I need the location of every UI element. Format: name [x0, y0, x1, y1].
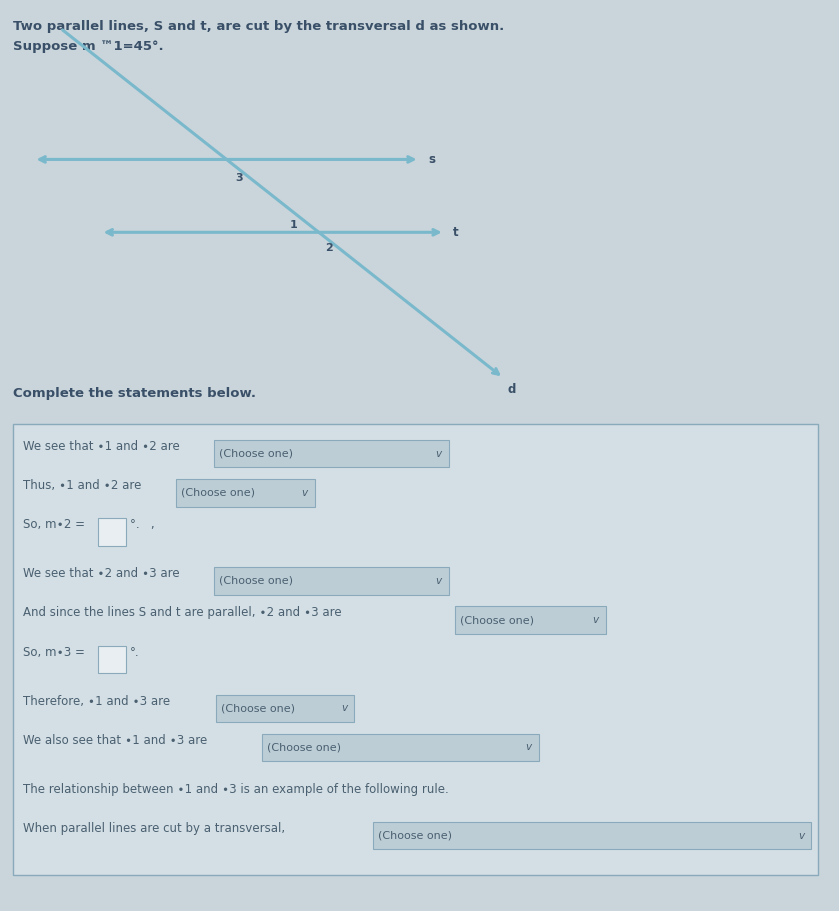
Text: v: v: [525, 742, 532, 752]
FancyBboxPatch shape: [176, 479, 315, 507]
FancyBboxPatch shape: [373, 822, 811, 849]
Text: (Choose one): (Choose one): [267, 742, 341, 752]
Text: (Choose one): (Choose one): [219, 576, 293, 586]
Text: Suppose m ™1=45°.: Suppose m ™1=45°.: [13, 40, 164, 53]
Text: The relationship between ∙1 and ∙3 is an example of the following rule.: The relationship between ∙1 and ∙3 is an…: [23, 783, 448, 796]
Text: So, m∙2 =: So, m∙2 =: [23, 518, 88, 531]
Text: Two parallel lines, S and t, are cut by the transversal d as shown.: Two parallel lines, S and t, are cut by …: [13, 20, 504, 33]
FancyBboxPatch shape: [98, 518, 126, 546]
FancyBboxPatch shape: [214, 568, 449, 595]
Text: v: v: [592, 615, 599, 625]
Text: s: s: [428, 153, 435, 166]
Text: °.: °.: [130, 646, 139, 659]
Text: v: v: [435, 449, 442, 458]
Text: °.   ,: °. ,: [130, 518, 154, 531]
Text: (Choose one): (Choose one): [181, 488, 255, 497]
Text: v: v: [341, 703, 347, 713]
FancyBboxPatch shape: [216, 694, 354, 722]
Text: (Choose one): (Choose one): [378, 831, 451, 841]
Text: d: d: [508, 383, 516, 395]
Text: 2: 2: [326, 243, 333, 253]
Text: (Choose one): (Choose one): [221, 703, 294, 713]
Text: 3: 3: [235, 173, 242, 183]
Text: v: v: [798, 831, 805, 841]
Text: We also see that ∙1 and ∙3 are: We also see that ∙1 and ∙3 are: [23, 733, 207, 747]
FancyBboxPatch shape: [262, 733, 539, 761]
Text: Complete the statements below.: Complete the statements below.: [13, 387, 256, 400]
Text: We see that ∙1 and ∙2 are: We see that ∙1 and ∙2 are: [23, 440, 180, 453]
Text: So, m∙3 =: So, m∙3 =: [23, 646, 88, 659]
Text: (Choose one): (Choose one): [219, 449, 293, 458]
FancyBboxPatch shape: [13, 424, 818, 875]
Text: v: v: [435, 576, 442, 586]
Text: We see that ∙2 and ∙3 are: We see that ∙2 and ∙3 are: [23, 568, 180, 580]
FancyBboxPatch shape: [98, 646, 126, 673]
Text: Therefore, ∙1 and ∙3 are: Therefore, ∙1 and ∙3 are: [23, 694, 169, 708]
FancyBboxPatch shape: [455, 607, 606, 634]
Text: And since the lines S and t are parallel, ∙2 and ∙3 are: And since the lines S and t are parallel…: [23, 607, 341, 619]
FancyBboxPatch shape: [214, 440, 449, 467]
Text: t: t: [453, 226, 459, 239]
Text: v: v: [301, 488, 308, 497]
Text: 1: 1: [289, 220, 297, 230]
Text: (Choose one): (Choose one): [460, 615, 534, 625]
Text: Thus, ∙1 and ∙2 are: Thus, ∙1 and ∙2 are: [23, 479, 141, 492]
Text: When parallel lines are cut by a transversal,: When parallel lines are cut by a transve…: [23, 822, 284, 835]
